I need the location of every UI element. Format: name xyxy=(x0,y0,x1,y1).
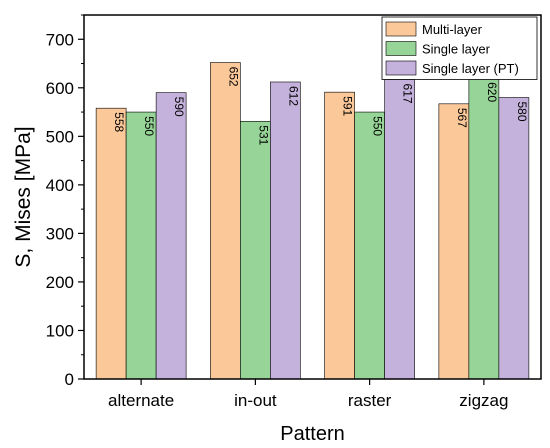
data-label-single-layer-pt-in-out: 612 xyxy=(286,86,300,106)
legend-label-single-layer: Single layer xyxy=(422,42,491,57)
data-label-single-layer-pt-alternate: 590 xyxy=(172,97,186,117)
bar-single-layer-in-out xyxy=(240,120,271,380)
y-tick-label: 100 xyxy=(46,321,74,340)
y-tick-label: 400 xyxy=(46,176,74,195)
x-tick-label-zigzag: zigzag xyxy=(459,391,508,410)
legend-label-single-layer-pt: Single layer (PT) xyxy=(422,61,519,76)
bar-single-layer-raster xyxy=(354,111,385,380)
bar-single-layer-pt-raster xyxy=(384,79,415,380)
x-axis-title: Pattern xyxy=(280,423,344,445)
data-label-single-layer-pt-raster: 617 xyxy=(401,84,415,104)
y-tick-label: 700 xyxy=(46,30,74,49)
bar-single-layer-pt-in-out xyxy=(270,81,301,380)
data-label-single-layer-in-out: 531 xyxy=(256,125,270,145)
bar-multi-layer-alternate xyxy=(95,107,127,380)
bar-multi-layer-in-out xyxy=(210,62,241,380)
bar-multi-layer-zigzag xyxy=(438,103,470,380)
y-tick-label: 600 xyxy=(46,79,74,98)
bar-multi-layer-raster xyxy=(324,91,355,380)
bar-single-layer-pt-alternate xyxy=(155,92,187,380)
y-tick-label: 500 xyxy=(46,127,74,146)
y-tick-label: 200 xyxy=(46,273,74,292)
data-label-multi-layer-in-out: 652 xyxy=(226,67,240,87)
legend-swatch-single-layer-pt xyxy=(385,60,417,76)
legend-swatch-multi-layer xyxy=(385,21,417,37)
y-axis-title: S, Mises [MPa] xyxy=(12,126,35,267)
y-tick-label: 300 xyxy=(46,224,74,243)
x-tick-label-alternate: alternate xyxy=(108,391,174,410)
legend-label-multi-layer: Multi-layer xyxy=(422,22,483,37)
data-label-single-layer-zigzag: 620 xyxy=(485,82,499,102)
bars-layer: 558 550 590 652 531 612 591 550 617 567 620 580 xyxy=(95,62,530,380)
legend: Multi-layer Single layer Single layer (PT) xyxy=(381,16,538,80)
data-label-single-layer-alternate: 550 xyxy=(142,116,156,136)
bar-single-layer-pt-zigzag xyxy=(498,97,530,380)
data-label-multi-layer-raster: 591 xyxy=(341,96,355,116)
legend-swatch-single-layer xyxy=(385,41,417,56)
bar-single-layer-alternate xyxy=(125,111,157,380)
x-tick-label-raster: raster xyxy=(348,391,392,410)
y-tick-label: 0 xyxy=(65,370,74,389)
data-label-multi-layer-zigzag: 567 xyxy=(455,108,469,128)
axis-layer: 0 100 200 300 400 500 600 700 alternate in-out ras… xyxy=(46,14,508,410)
bar-single-layer-zigzag xyxy=(468,77,500,380)
plot-frame xyxy=(83,14,542,380)
data-label-single-layer-raster: 550 xyxy=(371,116,385,136)
data-label-single-layer-pt-zigzag: 580 xyxy=(515,102,529,122)
x-tick-label-in-out: in-out xyxy=(234,391,277,410)
data-label-multi-layer-alternate: 558 xyxy=(112,112,126,132)
